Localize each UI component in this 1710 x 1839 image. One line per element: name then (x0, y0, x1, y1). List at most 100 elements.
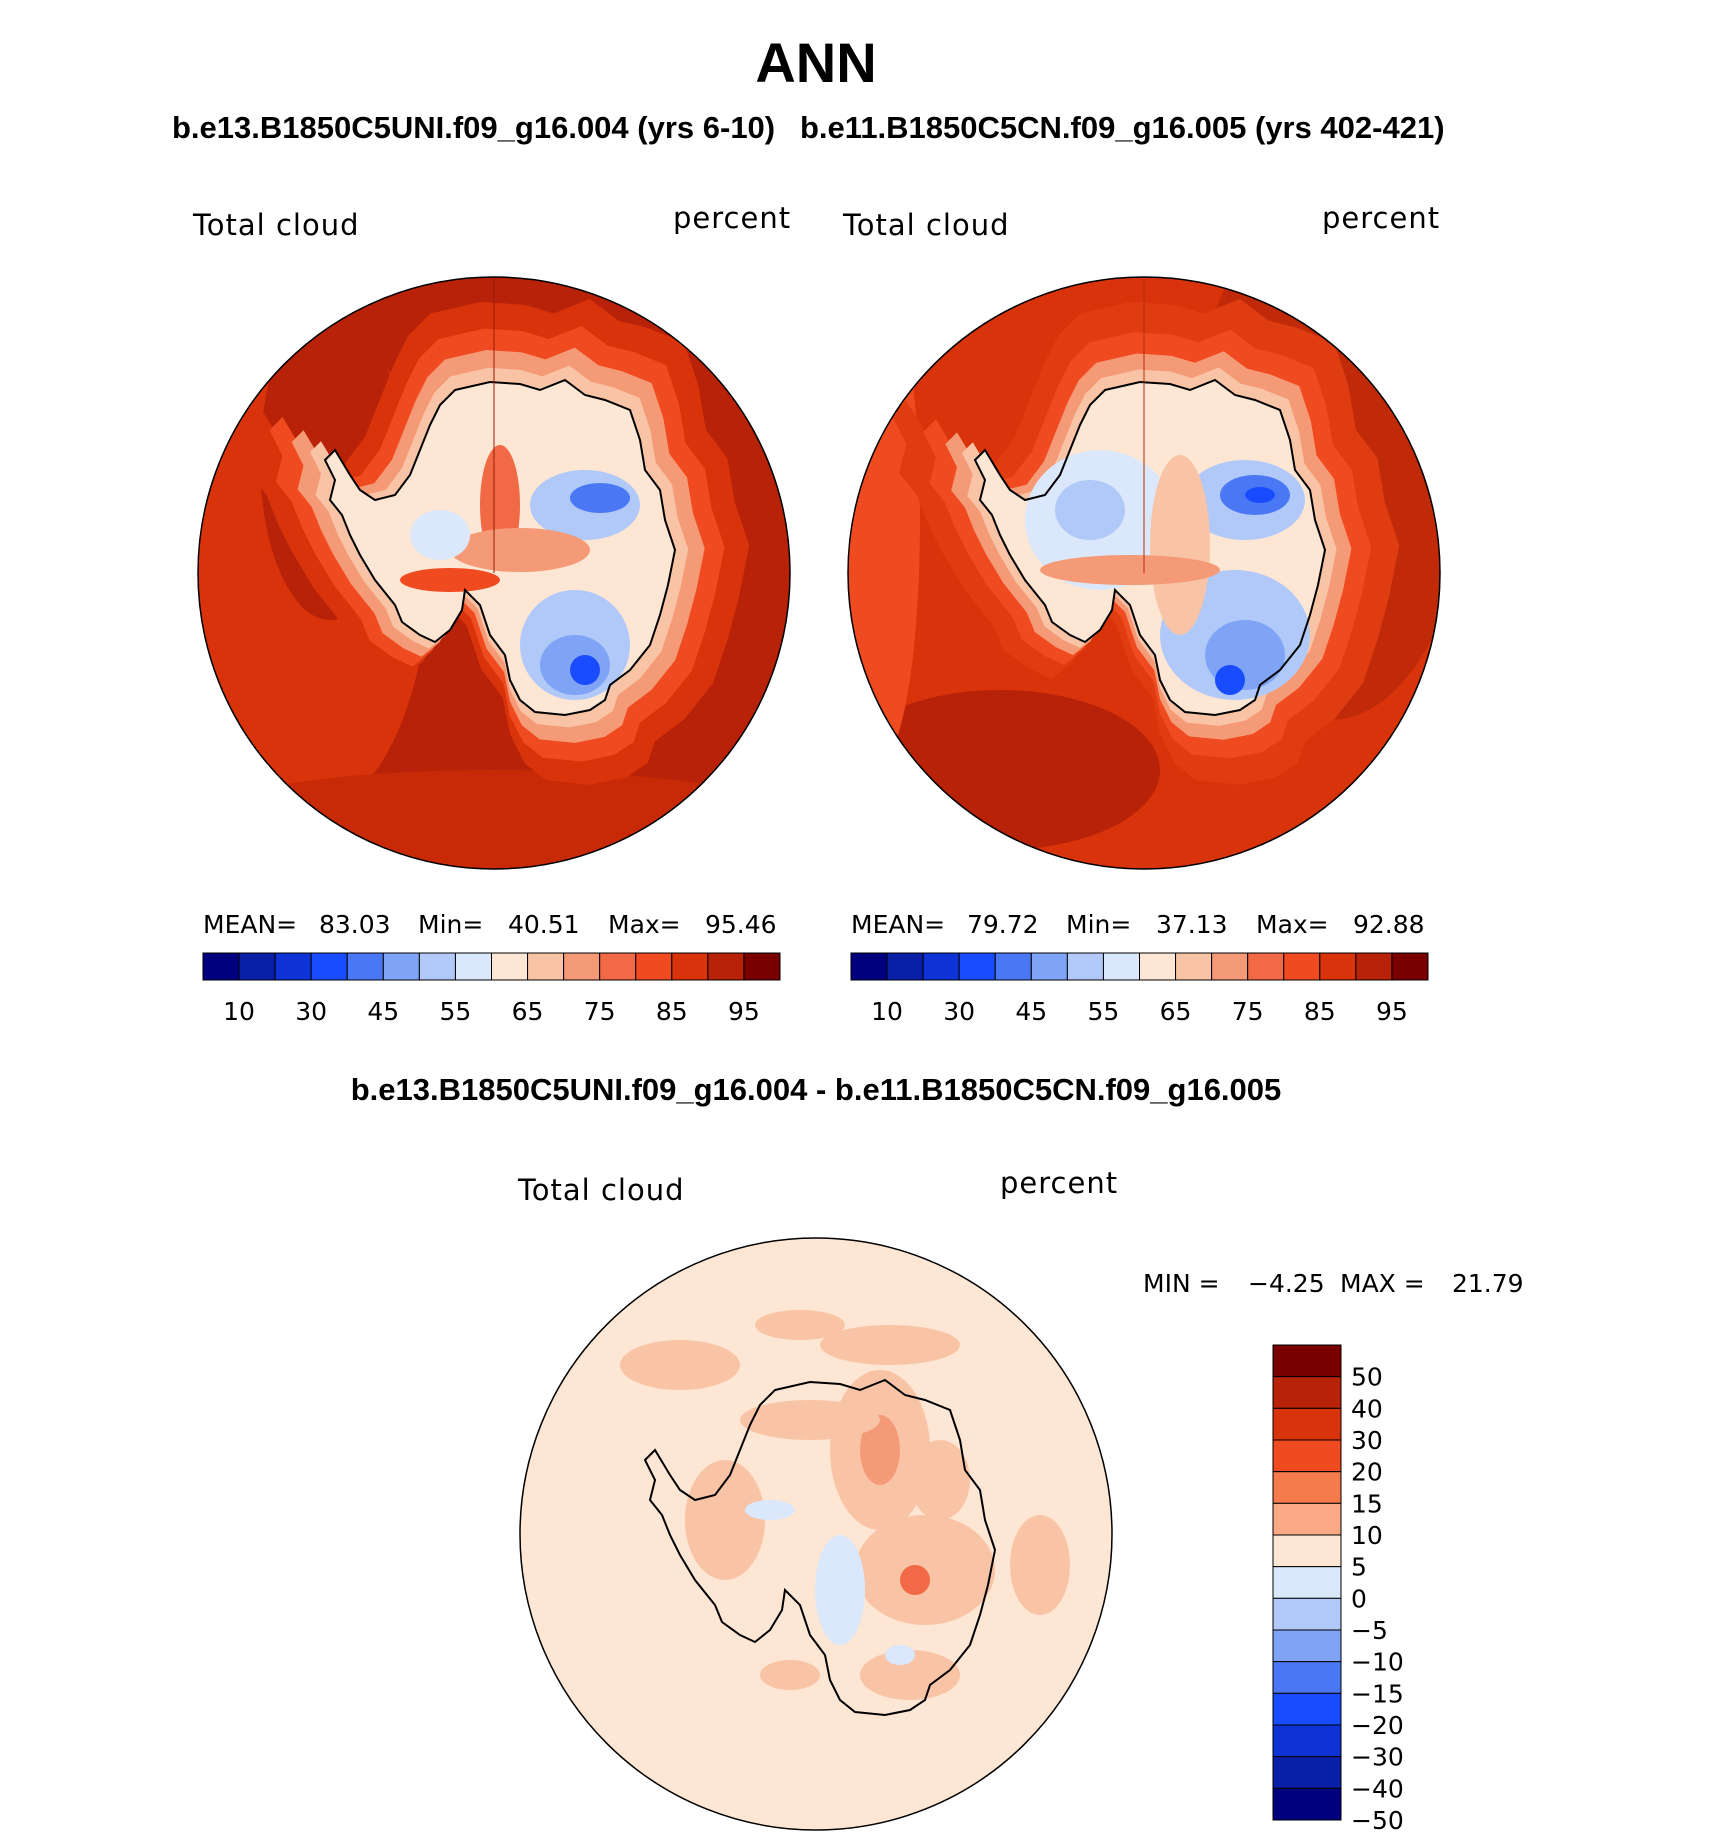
colorbar-left-tick-label: 55 (440, 997, 472, 1026)
colorbar-left-swatch (346, 952, 384, 981)
colorbar-diff-swatch (1272, 1566, 1342, 1599)
colorbar-right: 10 30 45 55 65 75 85 95 (850, 952, 1429, 1026)
colorbar-left-swatch (491, 952, 529, 981)
colorbar-diff-tick-label: −10 (1351, 1648, 1404, 1677)
map-left (198, 277, 790, 869)
colorbar-diff-swatch (1272, 1629, 1342, 1663)
colorbar-right-swatch (1066, 952, 1104, 981)
panel-left-units: percent (673, 201, 791, 235)
colorbar-right-tick-label: 10 (871, 997, 903, 1026)
colorbar-diff-tick-label: 40 (1351, 1394, 1383, 1423)
colorbar-right-swatch (850, 952, 888, 981)
panel-diff: b.e13.B1850C5UNI.f09_g16.004 - b.e11.B18… (351, 1072, 1524, 1835)
colorbar-left-swatch (274, 952, 312, 981)
colorbar-left-swatch (599, 952, 637, 981)
diff-max-value: 21.79 (1452, 1269, 1524, 1298)
colorbar-left-swatch (418, 952, 456, 981)
colorbar-right-swatch (1102, 952, 1140, 981)
panel-right-mean-label: MEAN= (851, 910, 945, 939)
colorbar-diff-swatch (1272, 1597, 1342, 1631)
colorbar-right-tick-label: 45 (1015, 997, 1047, 1026)
colorbar-diff-tick-label: 10 (1351, 1521, 1383, 1550)
colorbar-left-swatch (202, 952, 240, 981)
colorbar-right-tick-label: 65 (1160, 997, 1192, 1026)
colorbar-diff-swatch (1272, 1787, 1342, 1821)
colorbar-right-swatch (1030, 952, 1068, 981)
colorbar-diff-swatch (1272, 1439, 1342, 1473)
panel-right-case-title: b.e11.B1850C5CN.f09_g16.005 (yrs 402-421… (800, 110, 1445, 145)
colorbar-left-swatch (635, 952, 673, 981)
colorbar-diff-tick-label: 50 (1351, 1363, 1383, 1392)
colorbar-right-tick-label: 55 (1088, 997, 1120, 1026)
colorbar-diff-tick-label: 0 (1351, 1584, 1367, 1613)
colorbar-left-tick-label: 10 (223, 997, 255, 1026)
colorbar-right-swatch (886, 952, 924, 981)
colorbar-diff-swatch (1272, 1471, 1342, 1504)
diff-max-label: MAX = (1340, 1269, 1425, 1298)
colorbar-right-swatch (922, 952, 960, 981)
colorbar-right-swatch (994, 952, 1032, 981)
colorbar-left-tick-label: 30 (295, 997, 327, 1026)
colorbar-diff-tick-label: −15 (1351, 1679, 1404, 1708)
colorbar-diff-swatch (1272, 1502, 1342, 1536)
colorbar-right-swatch (1319, 952, 1357, 981)
panel-right-min-label: Min= (1066, 910, 1131, 939)
colorbar-diff-tick-label: 20 (1351, 1458, 1383, 1487)
colorbar-left-tick-label: 95 (728, 997, 760, 1026)
colorbar-right-swatch (1391, 952, 1429, 981)
colorbar-diff-swatch (1272, 1724, 1342, 1758)
colorbar-left-swatch (310, 952, 348, 981)
colorbar-right-tick-label: 95 (1376, 997, 1408, 1026)
diff-title: b.e13.B1850C5UNI.f09_g16.004 - b.e11.B18… (351, 1072, 1282, 1107)
colorbar-diff-tick-label: −20 (1351, 1711, 1404, 1740)
colorbar-left: 10 30 45 55 65 75 85 95 (202, 952, 781, 1026)
colorbar-right-swatch (1139, 952, 1177, 981)
colorbar-left-tick-label: 75 (584, 997, 616, 1026)
map-diff-border (519, 1237, 1113, 1831)
colorbar-right-swatch (1247, 952, 1285, 981)
colorbar-right-swatch (1355, 952, 1393, 981)
colorbar-diff-swatch (1272, 1756, 1342, 1789)
colorbar-right-swatch (958, 952, 996, 981)
colorbar-left-tick-label: 45 (367, 997, 399, 1026)
colorbar-left-swatch (707, 952, 745, 981)
colorbar-right-tick-label: 85 (1304, 997, 1336, 1026)
panel-right-units: percent (1322, 201, 1440, 235)
colorbar-right-swatch (1175, 952, 1213, 981)
colorbar-right-swatch (1211, 952, 1249, 981)
panel-left: b.e13.B1850C5UNI.f09_g16.004 (yrs 6-10) … (172, 110, 791, 1026)
map-left-border (197, 276, 791, 870)
map-right (848, 277, 1440, 869)
panel-left-min-label: Min= (418, 910, 483, 939)
colorbar-right-tick-label: 30 (943, 997, 975, 1026)
colorbar-diff-tick-label: 30 (1351, 1426, 1383, 1455)
diff-variable: Total cloud (517, 1173, 684, 1207)
panel-right: b.e11.B1850C5CN.f09_g16.005 (yrs 402-421… (800, 110, 1445, 1026)
colorbar-diff-swatch (1272, 1407, 1342, 1441)
panel-right-max-value: 92.88 (1353, 910, 1425, 939)
diff-units: percent (1000, 1166, 1118, 1200)
colorbar-left-swatch (671, 952, 709, 981)
panel-left-case-title: b.e13.B1850C5UNI.f09_g16.004 (yrs 6-10) (172, 110, 775, 145)
colorbar-diff-tick-label: −30 (1351, 1743, 1404, 1772)
figure-title: ANN (755, 31, 876, 94)
colorbar-left-swatch (563, 952, 601, 981)
colorbar-diff-swatch (1272, 1376, 1342, 1409)
diff-min-label: MIN = (1143, 1269, 1220, 1298)
colorbar-diff-tick-label: −5 (1351, 1616, 1388, 1645)
panel-left-min-value: 40.51 (508, 910, 580, 939)
colorbar-left-swatch (238, 952, 276, 981)
panel-left-max-value: 95.46 (705, 910, 777, 939)
panel-left-mean-value: 83.03 (319, 910, 391, 939)
colorbar-diff-swatch (1272, 1661, 1342, 1694)
panel-right-mean-value: 79.72 (967, 910, 1039, 939)
panel-left-mean-label: MEAN= (203, 910, 297, 939)
colorbar-right-swatch (1283, 952, 1321, 981)
colorbar-diff-tick-label: −40 (1351, 1774, 1404, 1803)
colorbar-left-swatch (743, 952, 781, 981)
colorbar-diff-tick-label: −50 (1351, 1806, 1404, 1835)
colorbar-left-tick-label: 65 (512, 997, 544, 1026)
colorbar-diff-tick-label: 5 (1351, 1553, 1367, 1582)
